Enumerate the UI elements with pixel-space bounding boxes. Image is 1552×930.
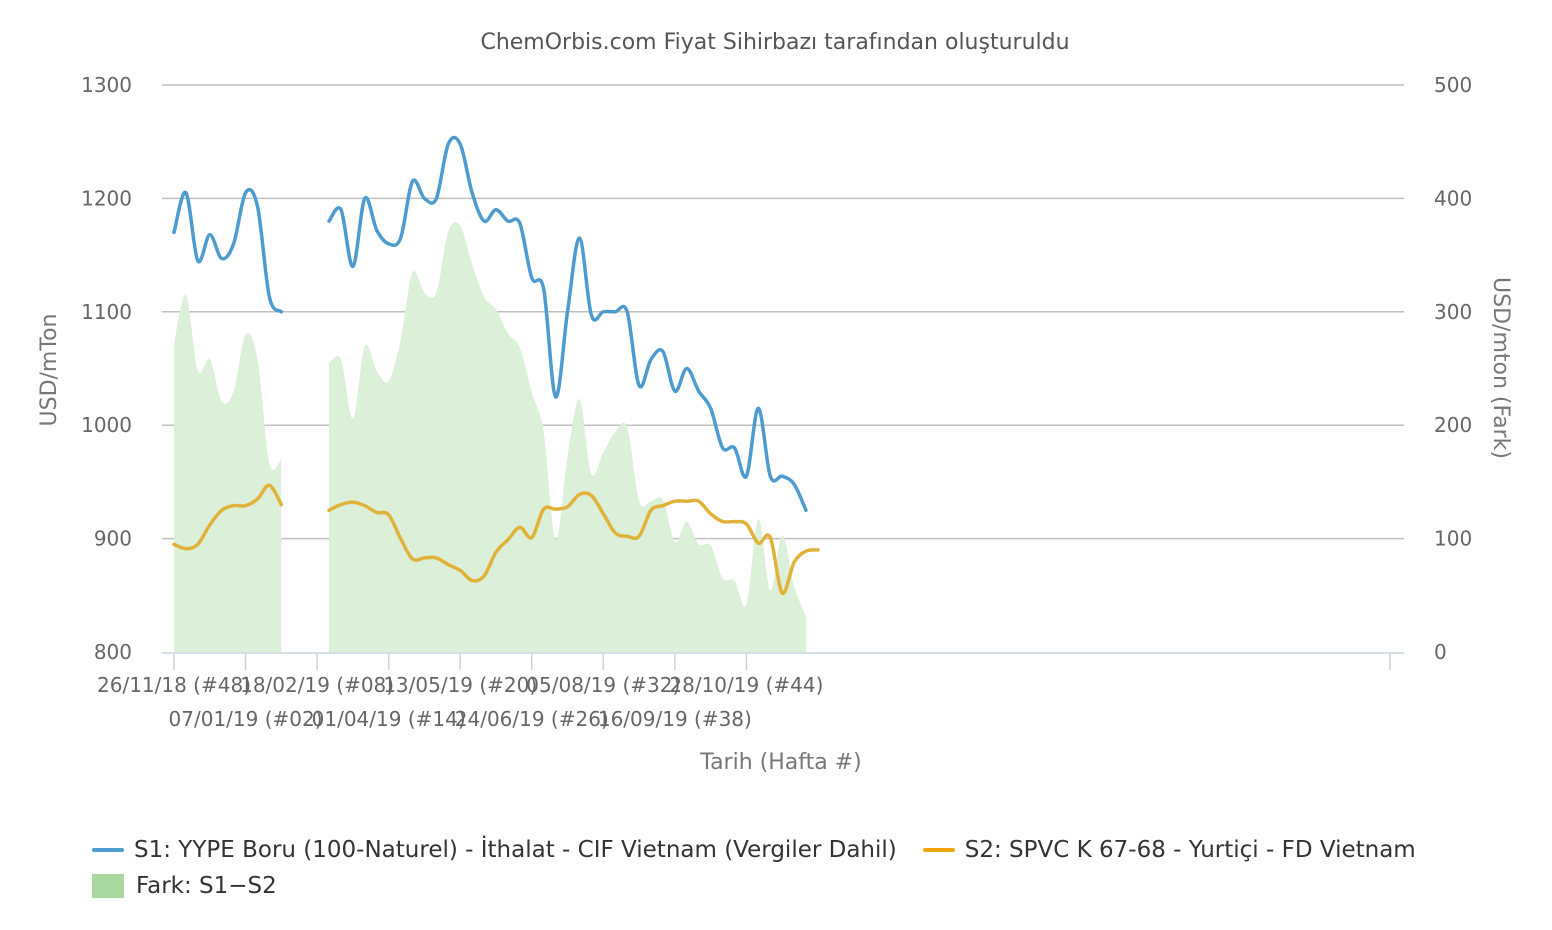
axes: 800 900 1000 1100 1200 1300 0 100 200 300 400 500 26…	[81, 73, 1472, 731]
x-tick-label: 18/02/19 (#08)	[240, 673, 394, 697]
x-tick-label: 05/08/19 (#32)	[526, 673, 680, 697]
x-axis-title: Tarih (Hafta #)	[699, 750, 861, 775]
y2-tick-label: 200	[1434, 413, 1472, 437]
y2-tick-label: 300	[1434, 300, 1472, 324]
legend-swatch-fark	[92, 874, 124, 898]
legend-swatch-s1	[92, 848, 124, 852]
legend-item-s2[interactable]: S2: SPVC K 67-68 - Yurtiçi - FD Vietnam	[922, 837, 1416, 863]
s1-line	[172, 187, 284, 314]
chart-title: ChemOrbis.com Fiyat Sihirbazı tarafından…	[480, 30, 1069, 55]
s1-line	[327, 135, 808, 513]
legend-swatch-s2	[922, 848, 955, 852]
y2-tick-label: 0	[1434, 640, 1447, 664]
x-tick-label: 01/04/19 (#14)	[312, 707, 466, 731]
y-tick-label: 900	[94, 527, 132, 551]
line-series-group	[172, 135, 820, 595]
s2-line	[172, 483, 284, 551]
y2-tick-label: 100	[1434, 527, 1472, 551]
legend-item-s1[interactable]: S1: YYPE Boru (100-Naturel) - İthalat - …	[92, 837, 897, 863]
x-tick-label: 26/11/18 (#48)	[97, 673, 251, 697]
y-tick-label: 1200	[81, 186, 132, 210]
s2-line	[327, 491, 820, 595]
legend-row-1: S1: YYPE Boru (100-Naturel) - İthalat - …	[92, 832, 1512, 868]
legend-label-s1: S1: YYPE Boru (100-Naturel) - İthalat - …	[134, 837, 897, 863]
x-tick-label: 07/01/19 (#02)	[169, 707, 323, 731]
legend-label-s2: S2: SPVC K 67-68 - Yurtiçi - FD Vietnam	[964, 837, 1416, 863]
y-axis-title: USD/mTon	[37, 314, 62, 427]
fark-area	[174, 294, 282, 652]
y-tick-label: 1300	[81, 73, 132, 97]
x-tick-label: 28/10/19 (#44)	[669, 673, 823, 697]
legend: S1: YYPE Boru (100-Naturel) - İthalat - …	[92, 832, 1512, 904]
fark-area-series	[174, 222, 806, 652]
fark-area	[329, 222, 806, 652]
y-tick-label: 1000	[81, 413, 132, 437]
legend-label-fark: Fark: S1−S2	[136, 873, 277, 899]
legend-row-2: Fark: S1−S2	[92, 868, 1512, 904]
legend-item-fark[interactable]: Fark: S1−S2	[92, 873, 277, 899]
x-tick-label: 16/09/19 (#38)	[598, 707, 752, 731]
y2-axis-title: USD/mton (Fark)	[1488, 277, 1513, 459]
x-tick-label: 24/06/19 (#26)	[455, 707, 609, 731]
x-tick-label: 13/05/19 (#20)	[383, 673, 537, 697]
y2-tick-label: 500	[1434, 73, 1472, 97]
y-tick-label: 800	[94, 640, 132, 664]
y-tick-label: 1100	[81, 300, 132, 324]
y2-tick-label: 400	[1434, 186, 1472, 210]
